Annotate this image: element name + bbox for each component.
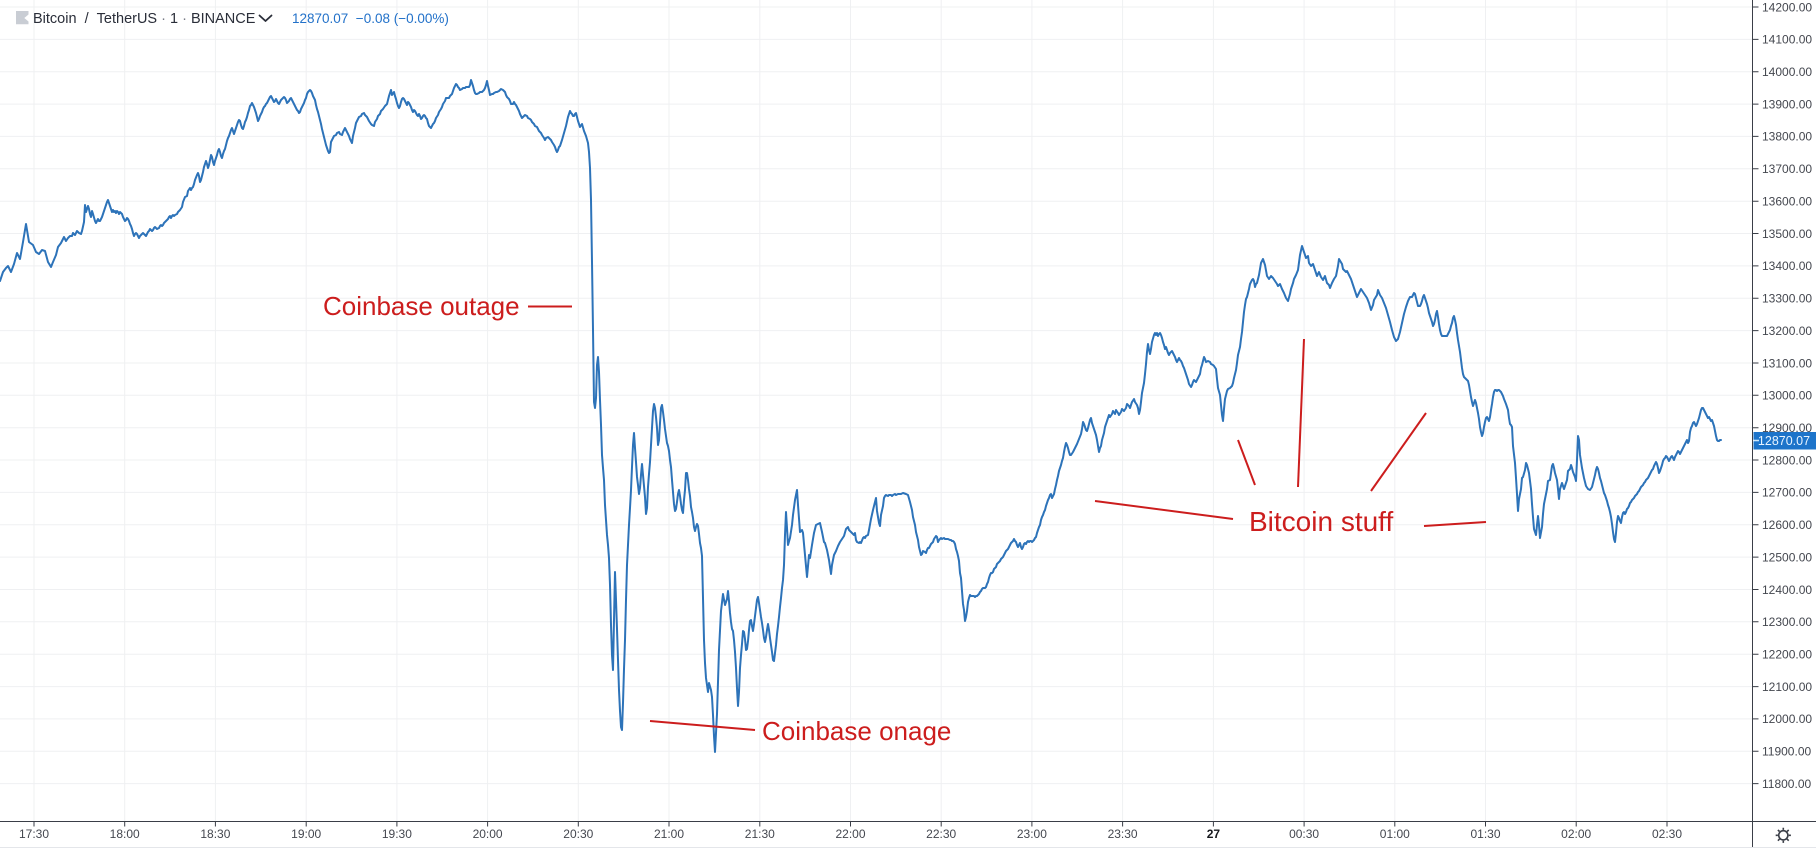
svg-text:12870.07: 12870.07 (1758, 434, 1810, 448)
svg-text:Bitcoin / TetherUS · 1 · BIN: Bitcoin / TetherUS · 1 · BINANCE (33, 11, 256, 27)
svg-text:19:30: 19:30 (382, 827, 412, 841)
svg-text:00:30: 00:30 (1289, 827, 1319, 841)
svg-text:23:30: 23:30 (1108, 827, 1138, 841)
svg-text:14100.00: 14100.00 (1762, 33, 1812, 47)
svg-text:20:00: 20:00 (473, 827, 503, 841)
svg-text:13600.00: 13600.00 (1762, 195, 1812, 209)
svg-text:13300.00: 13300.00 (1762, 292, 1812, 306)
svg-text:13400.00: 13400.00 (1762, 259, 1812, 273)
svg-text:22:00: 22:00 (835, 827, 865, 841)
svg-text:Coinbase onage: Coinbase onage (762, 716, 951, 746)
svg-text:13900.00: 13900.00 (1762, 97, 1812, 111)
svg-text:21:00: 21:00 (654, 827, 684, 841)
svg-text:14000.00: 14000.00 (1762, 65, 1812, 79)
svg-text:12300.00: 12300.00 (1762, 615, 1812, 629)
svg-text:12200.00: 12200.00 (1762, 648, 1812, 662)
svg-text:02:30: 02:30 (1652, 827, 1682, 841)
svg-text:12100.00: 12100.00 (1762, 680, 1812, 694)
svg-text:13500.00: 13500.00 (1762, 227, 1812, 241)
svg-text:23:00: 23:00 (1017, 827, 1047, 841)
svg-text:01:30: 01:30 (1470, 827, 1500, 841)
svg-text:12500.00: 12500.00 (1762, 550, 1812, 564)
svg-text:18:00: 18:00 (110, 827, 140, 841)
svg-text:13000.00: 13000.00 (1762, 389, 1812, 403)
svg-text:12700.00: 12700.00 (1762, 486, 1812, 500)
svg-text:13200.00: 13200.00 (1762, 324, 1812, 338)
svg-text:13700.00: 13700.00 (1762, 162, 1812, 176)
svg-text:18:30: 18:30 (200, 827, 230, 841)
svg-text:12400.00: 12400.00 (1762, 583, 1812, 597)
svg-text:20:30: 20:30 (563, 827, 593, 841)
svg-text:01:00: 01:00 (1380, 827, 1410, 841)
svg-text:19:00: 19:00 (291, 827, 321, 841)
svg-text:22:30: 22:30 (926, 827, 956, 841)
svg-text:11800.00: 11800.00 (1762, 777, 1811, 791)
svg-text:02:00: 02:00 (1561, 827, 1591, 841)
svg-text:13800.00: 13800.00 (1762, 130, 1812, 144)
svg-text:12000.00: 12000.00 (1762, 712, 1812, 726)
svg-text:11900.00: 11900.00 (1762, 745, 1811, 759)
svg-text:Bitcoin stuff: Bitcoin stuff (1249, 506, 1393, 537)
svg-text:27: 27 (1207, 827, 1221, 841)
svg-text:14200.00: 14200.00 (1762, 0, 1812, 14)
svg-text:13100.00: 13100.00 (1762, 356, 1812, 370)
svg-text:17:30: 17:30 (19, 827, 49, 841)
svg-text:12800.00: 12800.00 (1762, 453, 1812, 467)
svg-text:Coinbase outage: Coinbase outage (323, 291, 520, 321)
svg-text:12600.00: 12600.00 (1762, 518, 1812, 532)
svg-text:21:30: 21:30 (745, 827, 775, 841)
svg-text:12870.07 −0.08 (−0.00%): 12870.07 −0.08 (−0.00%) (292, 11, 449, 26)
